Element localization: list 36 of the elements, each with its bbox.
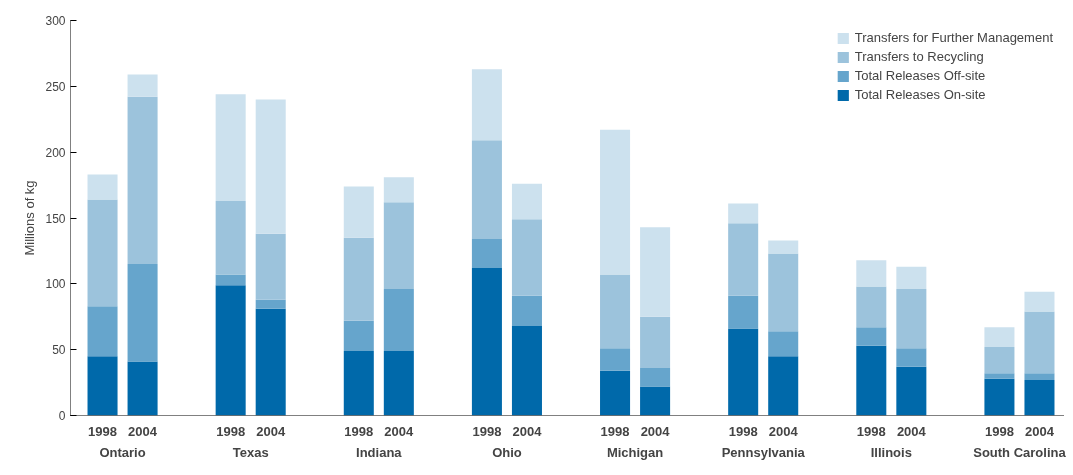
y-tick-label: 0 xyxy=(58,409,66,423)
x-tick-label: 2004 xyxy=(256,423,286,439)
text: Texas xyxy=(232,444,269,460)
text: Ontario xyxy=(99,444,146,460)
text: Pennsylvania xyxy=(721,444,806,460)
x-tick-label: 2004 xyxy=(768,423,799,439)
x-tick-label: 2004 xyxy=(128,423,158,439)
x-tick-label: 2004 xyxy=(384,423,415,439)
y-tick-label: 250 xyxy=(45,79,66,94)
x-tick-label: 2004 xyxy=(512,423,543,439)
x-tick-label: 1998 xyxy=(600,423,630,439)
x-tick-label: 2004 xyxy=(896,423,927,439)
legend-label: Transfers for Further Management xyxy=(854,30,1053,45)
y-tick-label: 200 xyxy=(45,145,66,160)
text: Ohio xyxy=(492,444,522,460)
legend-label: Total Releases On-site xyxy=(854,87,986,102)
y-tick-label: 300 xyxy=(45,14,66,28)
y-tick-label: 50 xyxy=(52,343,66,358)
x-tick-label: 1998 xyxy=(984,423,1014,439)
x-tick-label: 1998 xyxy=(216,423,246,439)
text: Michigan xyxy=(606,444,664,460)
x-tick-label: 1998 xyxy=(728,423,758,439)
text: South Carolina xyxy=(973,444,1067,460)
x-tick-label: 1998 xyxy=(472,423,502,439)
x-tick-label: 2004 xyxy=(640,423,671,439)
y-tick-label: 100 xyxy=(45,277,66,292)
y-tick-label: 150 xyxy=(45,211,66,226)
legend-label: Transfers to Recycling xyxy=(854,49,984,64)
text: Illinois xyxy=(870,444,912,460)
legend-label: Total Releases Off-site xyxy=(854,68,986,83)
x-tick-label: 1998 xyxy=(344,423,374,439)
y-axis-title: Millions of kg xyxy=(22,180,38,256)
x-tick-label: 2004 xyxy=(1025,423,1055,439)
x-tick-label: 1998 xyxy=(856,423,886,439)
text: Indiana xyxy=(356,444,403,460)
x-tick-label: 1998 xyxy=(88,423,117,439)
